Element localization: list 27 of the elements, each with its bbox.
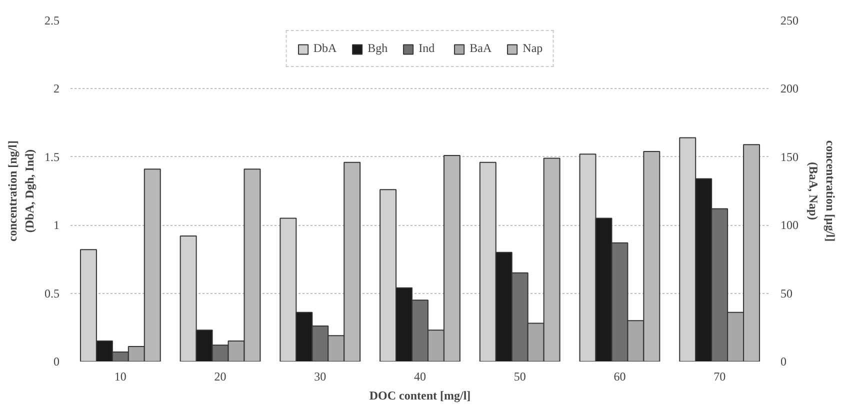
y2-tick-label: 200	[780, 82, 798, 96]
y2-tick-label: 150	[780, 150, 798, 164]
legend-label: Nap	[522, 41, 543, 56]
y2-tick-label: 250	[780, 14, 798, 28]
x-tick-label: 30	[314, 370, 326, 384]
y-tick-label: 0.5	[44, 286, 60, 300]
y-tick-label: 1	[54, 218, 60, 232]
legend-label: Ind	[418, 41, 436, 56]
y2-tick-label: 50	[780, 286, 792, 300]
x-axis-title: DOC content [mg/l]	[369, 388, 471, 402]
y-tick-label: 1.5	[44, 150, 60, 164]
x-tick-label: 10	[114, 370, 126, 384]
y-tick-label: 0	[54, 354, 60, 368]
legend-label: DbA	[313, 41, 337, 56]
y2-axis-title: concentration [µg/l] (BaA, Nap)	[806, 140, 838, 242]
y-tick-label: 2.5	[44, 14, 60, 28]
y2-tick-label: 100	[780, 218, 798, 232]
x-tick-label: 40	[414, 370, 426, 384]
legend-label: BaA	[470, 41, 492, 56]
x-tick-label: 70	[714, 370, 726, 384]
y2-tick-label: 0	[780, 354, 786, 368]
y-tick-label: 2	[54, 82, 60, 96]
x-tick-label: 60	[614, 370, 626, 384]
y-axis-title: concentration [ng/l] (DbA, Dgh, Ind)	[6, 140, 36, 242]
x-tick-label: 20	[214, 370, 226, 384]
x-tick-label: 50	[514, 370, 526, 384]
legend-label: Bgh	[368, 41, 388, 56]
